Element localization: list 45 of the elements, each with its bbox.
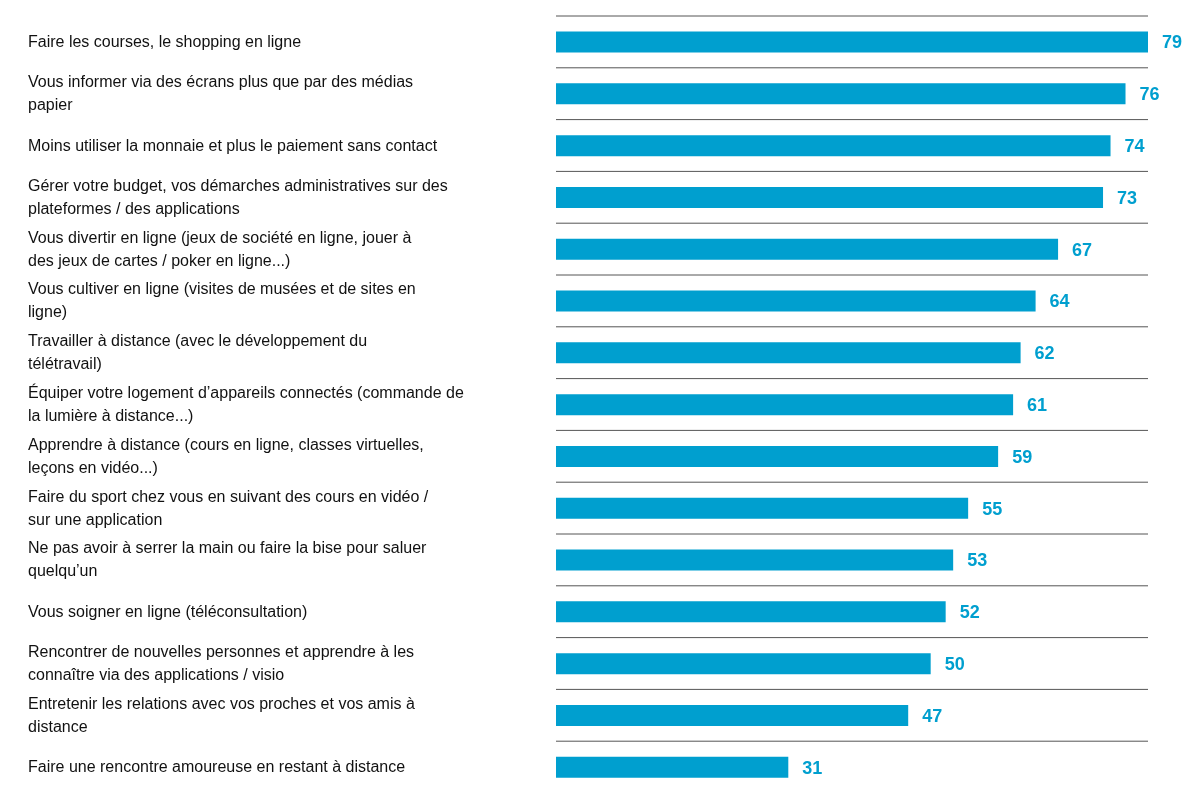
y-tick-label: Faire du sport chez vous en suivant des cours en vidéo / sur une application — [28, 487, 429, 528]
bar — [556, 135, 1111, 157]
data-label: 52 — [959, 602, 980, 623]
data-label: 50 — [944, 654, 965, 675]
y-tick-label: Gérer votre budget, vos démarches administratives sur des plateformes / des applications — [28, 176, 448, 217]
bar — [556, 290, 1036, 312]
bar — [556, 497, 969, 519]
y-tick-label: Travailler à distance (avec le développement du télétravail) — [28, 332, 368, 373]
data-label: 53 — [967, 550, 988, 571]
data-label: 59 — [1012, 446, 1033, 467]
y-tick-label: Moins utiliser la monnaie et plus le paiement sans contact — [28, 136, 438, 154]
data-label: 73 — [1117, 187, 1138, 208]
bar — [556, 549, 954, 571]
data-label: 67 — [1072, 239, 1093, 260]
y-tick-label: Faire une rencontre amoureuse en restant à distance — [28, 758, 406, 776]
y-tick-label: Entretenir les relations avec vos proches et vos amis à distance — [28, 694, 415, 735]
y-tick-label: Apprendre à distance (cours en ligne, classes virtuelles, leçons en vidéo...) — [28, 435, 424, 476]
bar — [556, 756, 789, 778]
bar — [556, 653, 931, 675]
data-label: 74 — [1124, 136, 1145, 157]
bar — [556, 186, 1104, 208]
y-tick-label: Vous soigner en ligne (téléconsultation) — [28, 602, 308, 620]
data-label: 79 — [1162, 32, 1183, 53]
y-tick-label: Faire les courses, le shopping en ligne — [28, 32, 302, 50]
data-label: 76 — [1139, 84, 1160, 105]
bar — [556, 342, 1021, 364]
y-tick-label: Vous cultiver en ligne (visites de musées et de sites en ligne) — [28, 280, 416, 321]
bar — [556, 83, 1126, 105]
data-label: 64 — [1049, 291, 1070, 312]
bar — [556, 601, 946, 623]
data-label: 61 — [1027, 395, 1048, 416]
data-label: 47 — [922, 705, 943, 726]
bar — [556, 445, 999, 467]
bar — [556, 31, 1148, 53]
y-tick-label: Vous divertir en ligne (jeux de société en ligne, jouer à des jeux de cartes / poker en ligne...) — [28, 228, 412, 269]
bar — [556, 394, 1014, 416]
y-tick-label: Rencontrer de nouvelles personnes et apprendre à les connaître via des applications / visio — [28, 643, 415, 683]
y-tick-label: Équiper votre logement d’appareils connectés (commande de la lumière à distance...) — [28, 383, 464, 424]
y-tick-label: Ne pas avoir à serrer la main ou faire la bise pour saluer quelqu’un — [28, 539, 428, 580]
data-label: 62 — [1034, 343, 1055, 364]
data-label: 55 — [982, 498, 1003, 519]
y-tick-label: Vous informer via des écrans plus que par des médias papier — [28, 73, 414, 114]
data-label: 31 — [802, 757, 823, 778]
bar — [556, 238, 1059, 260]
bar — [556, 704, 909, 726]
